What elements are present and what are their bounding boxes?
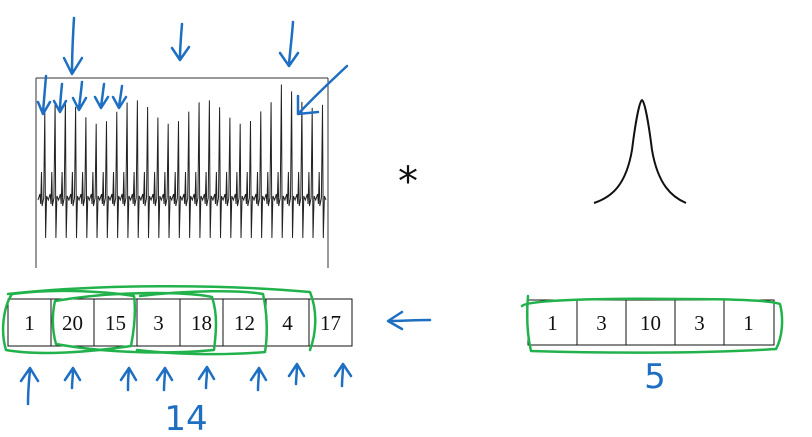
signal-cell: 1 [24,311,35,335]
signal-cell: 15 [105,311,126,335]
kernel-array: 1 3 10 3 1 [527,299,775,346]
window-outline [1,289,137,355]
signal-array: 1 20 15 3 18 12 4 17 [7,298,353,347]
up-arrow-icon [249,366,268,392]
signal-cell: 18 [191,311,212,335]
up-arrow-icon [19,366,40,406]
kernel-cell: 3 [596,311,607,335]
signal-cell: 4 [282,311,293,335]
up-arrow-icon [333,362,353,388]
kernel-curve [593,98,687,204]
down-arrow-icon [71,80,88,112]
up-arrow-icon [287,362,306,386]
up-arrow-icon [63,366,82,390]
output-length-label: 14 [164,399,207,437]
signal-plot [35,77,329,268]
kernel-cell: 10 [640,311,661,335]
signal-cell: 17 [320,311,341,335]
down-arrow-icon [93,82,110,110]
kernel-cell: 1 [743,311,754,335]
window-outline [135,289,268,356]
kernel-cell: 1 [547,311,558,335]
ecg-waveform [37,84,327,239]
up-arrow-icon [155,366,174,392]
sliding-window-annotations [1,284,784,356]
up-arrow-icon [197,365,216,390]
up-arrow-icon [119,366,138,392]
kernel-window-outline [520,294,784,354]
kernel-length-label: 5 [644,357,666,397]
down-arrow-icon [111,84,128,110]
down-arrow-icon [52,82,68,114]
signal-cell: 12 [234,311,255,335]
down-arrow-icon [170,22,191,62]
left-arrow-icon [386,310,432,331]
signal-cell: 3 [153,311,164,335]
down-arrow-icon [278,20,300,68]
down-arrow-icon [62,16,84,76]
pen-annotations [19,16,432,406]
diagonal-arrow-icon [296,64,349,116]
down-arrow-icon [36,74,52,116]
kernel-cell: 3 [694,311,705,335]
convolution-operator: * [398,159,418,205]
window-outline [6,284,317,352]
signal-cell: 20 [62,311,83,335]
